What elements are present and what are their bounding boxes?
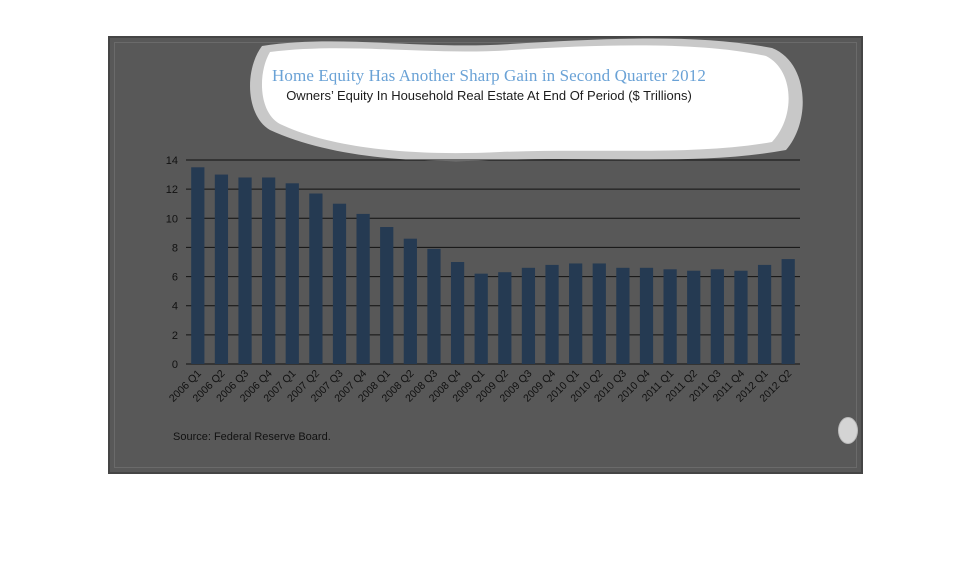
source-note: Source: Federal Reserve Board. xyxy=(173,431,331,443)
bar-2008-q3 xyxy=(427,248,441,364)
y-tick-label: 4 xyxy=(172,301,178,313)
y-tick-label: 10 xyxy=(166,213,178,225)
bar-2011-q4 xyxy=(734,270,748,364)
y-tick-label: 6 xyxy=(172,272,178,284)
bar-2011-q1 xyxy=(663,269,677,364)
bar-2007-q1 xyxy=(285,183,299,364)
y-tick-label: 12 xyxy=(166,184,178,196)
bar-2010-q2 xyxy=(592,263,606,364)
y-tick-label: 0 xyxy=(172,359,178,371)
bar-2006-q2 xyxy=(214,174,229,364)
bar-2009-q2 xyxy=(498,272,512,364)
bar-2006-q4 xyxy=(262,177,276,364)
bar-2010-q1 xyxy=(569,263,583,364)
bar-2008-q2 xyxy=(403,238,417,364)
y-axis-tick-labels: 0 2 4 6 8 10 12 14 xyxy=(166,155,178,371)
bar-2008-q4 xyxy=(450,262,465,364)
bars xyxy=(191,167,795,364)
bar-2012-q2 xyxy=(781,259,795,364)
bar-2009-q1 xyxy=(474,273,488,364)
oval-marker xyxy=(838,417,858,444)
bar-2007-q2 xyxy=(309,193,323,364)
bar-2006-q1 xyxy=(191,167,205,364)
bar-2008-q1 xyxy=(380,227,394,364)
bar-2006-q3 xyxy=(238,177,252,364)
bar-2007-q3 xyxy=(332,203,347,364)
bar-2007-q4 xyxy=(356,213,370,364)
y-tick-label: 2 xyxy=(172,330,178,342)
y-tick-label: 8 xyxy=(172,242,178,254)
bar-2009-q3 xyxy=(521,267,536,364)
bar-2012-q1 xyxy=(757,264,772,364)
gridlines xyxy=(186,159,800,365)
chart-subtitle: Owners’ Equity In Household Real Estate … xyxy=(286,88,692,103)
chart-title: Home Equity Has Another Sharp Gain in Se… xyxy=(272,66,706,85)
bar-2009-q4 xyxy=(545,264,559,364)
panel-inner-frame xyxy=(114,42,857,468)
bar-2011-q3 xyxy=(710,269,724,364)
y-tick-label: 14 xyxy=(166,155,178,167)
bar-2011-q2 xyxy=(687,270,701,364)
bar-2010-q4 xyxy=(639,267,654,364)
bar-2010-q3 xyxy=(616,267,630,364)
